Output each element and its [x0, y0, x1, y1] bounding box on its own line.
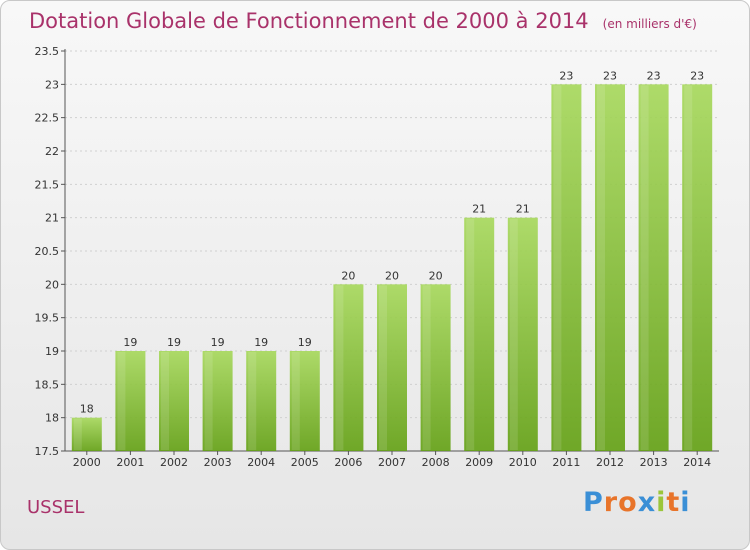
bar-2002 — [159, 351, 189, 451]
bar-2009 — [464, 217, 495, 451]
bar-value-label: 20 — [429, 269, 443, 282]
x-tick-label: 2001 — [116, 456, 144, 469]
bar-value-label: 23 — [647, 69, 661, 82]
logo-letter: r — [603, 487, 619, 518]
x-tick-label: 2011 — [552, 456, 580, 469]
bar-highlight — [204, 352, 213, 450]
y-tick-label: 17.5 — [35, 445, 60, 458]
bar-highlight — [422, 285, 431, 450]
x-tick-label: 2012 — [596, 456, 624, 469]
y-tick-label: 18 — [45, 412, 59, 425]
bar-highlight — [379, 285, 387, 450]
bar-value-label: 23 — [559, 69, 573, 82]
bar-highlight — [117, 352, 126, 450]
bar-2004 — [246, 351, 277, 451]
bar-highlight — [248, 352, 257, 450]
x-tick-label: 2003 — [204, 456, 232, 469]
x-tick-label: 2006 — [334, 456, 362, 469]
bar-2014 — [682, 84, 713, 451]
bar-highlight — [553, 85, 562, 450]
bar-value-label: 23 — [603, 69, 617, 82]
bar-highlight — [640, 85, 649, 450]
x-tick-label: 2009 — [465, 456, 493, 469]
logo-letter: t — [666, 487, 681, 518]
bar-2011 — [551, 84, 582, 451]
logo-letter: i — [656, 487, 667, 518]
chart-unit: (en milliers d'€) — [602, 17, 697, 31]
logo-letter: o — [618, 487, 638, 518]
y-tick-label: 20.5 — [35, 245, 60, 258]
bar-2013 — [638, 84, 669, 451]
bar-value-label: 21 — [472, 203, 486, 216]
x-tick-label: 2010 — [509, 456, 537, 469]
bar-highlight — [335, 285, 344, 450]
y-tick-label: 21 — [45, 212, 59, 225]
y-tick-label: 22 — [45, 145, 59, 158]
logo-letter: i — [680, 487, 691, 518]
bar-2001 — [115, 351, 146, 451]
logo-letter: P — [583, 487, 604, 518]
y-tick-label: 19.5 — [35, 312, 60, 325]
logo-letter: x — [637, 487, 657, 518]
bar-highlight — [509, 218, 518, 450]
y-tick-label: 23 — [45, 78, 59, 91]
bar-highlight — [161, 352, 169, 450]
bar-value-label: 19 — [167, 336, 181, 349]
bar-2008 — [420, 284, 451, 451]
bar-2006 — [333, 284, 364, 451]
bar-2000 — [71, 417, 102, 451]
proxiti-logo[interactable]: Proxiti — [583, 487, 691, 518]
x-tick-label: 2002 — [160, 456, 188, 469]
bar-2007 — [377, 284, 407, 451]
bar-value-label: 21 — [516, 203, 530, 216]
x-tick-label: 2007 — [378, 456, 406, 469]
bar-value-label: 19 — [123, 336, 137, 349]
chart-title: Dotation Globale de Fonctionnement de 20… — [29, 9, 697, 33]
bar-highlight — [597, 85, 605, 450]
commune-name: USSEL — [27, 497, 85, 518]
bar-value-label: 18 — [80, 403, 94, 416]
y-tick-label: 19 — [45, 345, 59, 358]
y-tick-label: 20 — [45, 278, 59, 291]
bar-highlight — [684, 85, 693, 450]
x-tick-label: 2014 — [683, 456, 711, 469]
bar-2005 — [289, 351, 320, 451]
bar-value-label: 20 — [385, 269, 399, 282]
y-tick-label: 18.5 — [35, 378, 60, 391]
y-tick-label: 21.5 — [35, 178, 60, 191]
x-tick-label: 2000 — [73, 456, 101, 469]
x-tick-label: 2008 — [422, 456, 450, 469]
x-tick-label: 2013 — [640, 456, 668, 469]
bar-value-label: 19 — [254, 336, 268, 349]
x-tick-label: 2005 — [291, 456, 319, 469]
bar-value-label: 23 — [690, 69, 704, 82]
bar-highlight — [73, 418, 82, 450]
bar-value-label: 19 — [298, 336, 312, 349]
bar-value-label: 19 — [211, 336, 225, 349]
bar-highlight — [466, 218, 475, 450]
x-tick-label: 2004 — [247, 456, 275, 469]
y-tick-label: 22.5 — [35, 112, 60, 125]
bar-2003 — [202, 351, 233, 451]
bar-highlight — [291, 352, 300, 450]
y-tick-label: 23.5 — [35, 45, 60, 58]
bar-2010 — [507, 217, 538, 451]
bar-2012 — [595, 84, 625, 451]
bar-value-label: 20 — [341, 269, 355, 282]
